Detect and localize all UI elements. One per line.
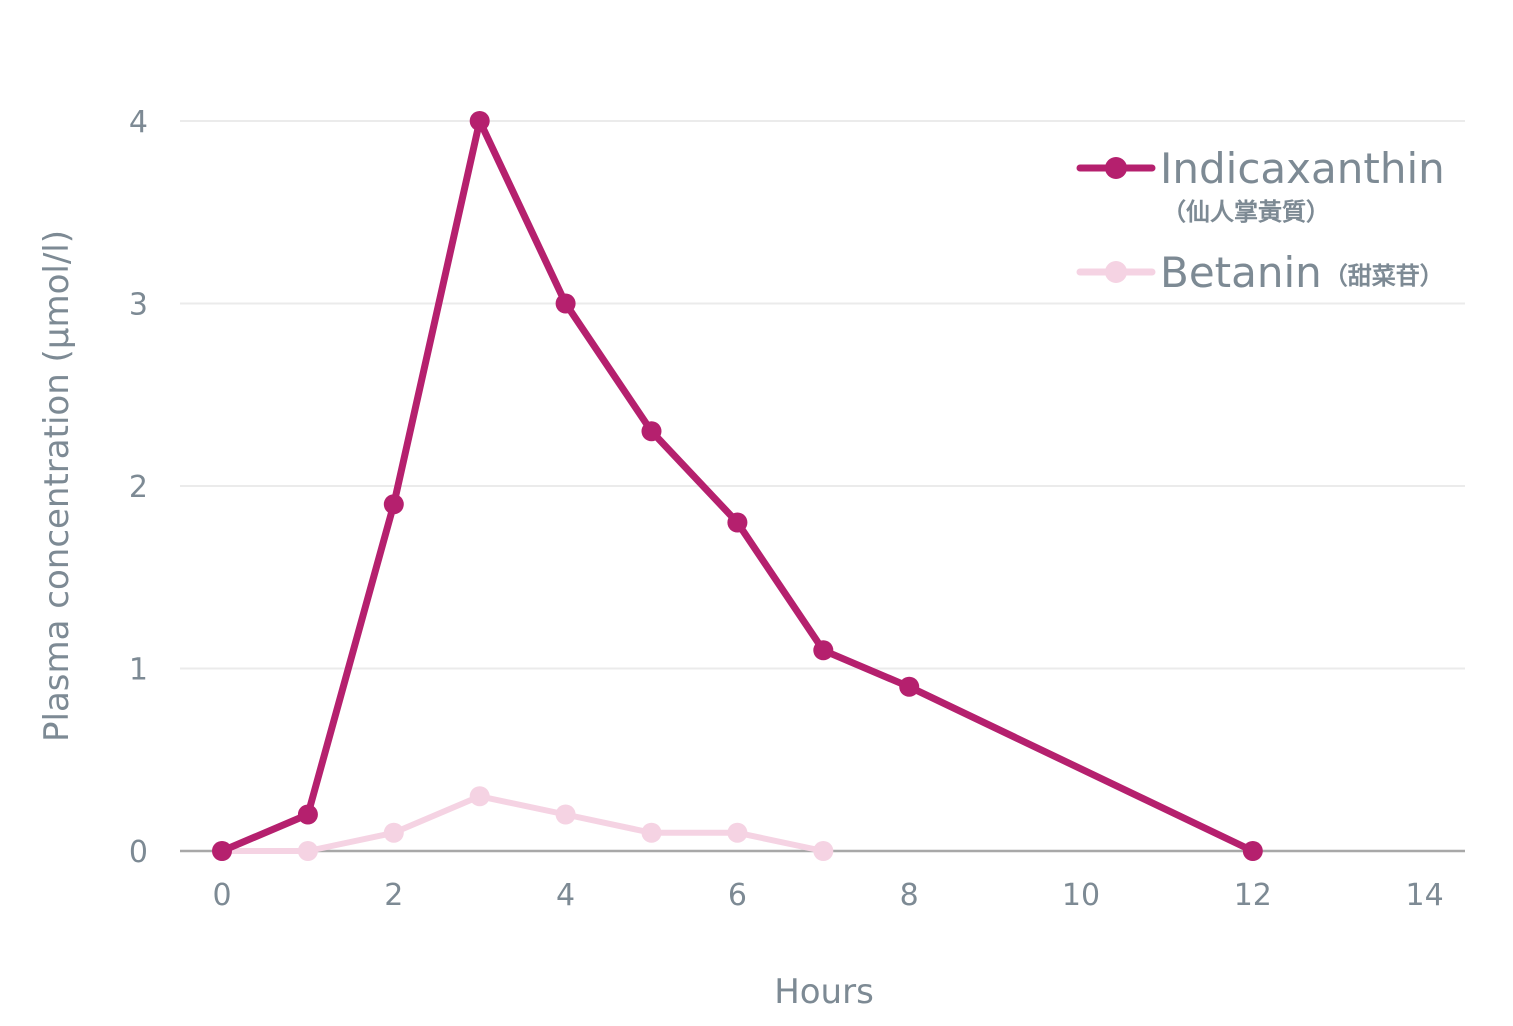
data-point-indicaxanthin-1 bbox=[297, 804, 318, 825]
y-tick-label-0: 0 bbox=[129, 835, 148, 870]
x-tick-label-12: 12 bbox=[1234, 878, 1272, 913]
legend-item-betanin: Betanin （甜菜苷） bbox=[1076, 248, 1444, 297]
x-tick-label-6: 6 bbox=[728, 878, 747, 913]
y-tick-label-3: 3 bbox=[129, 288, 148, 323]
data-point-betanin-3 bbox=[469, 786, 490, 807]
data-point-indicaxanthin-6 bbox=[727, 512, 748, 533]
data-point-indicaxanthin-4 bbox=[555, 293, 576, 314]
data-point-betanin-7 bbox=[813, 841, 834, 861]
data-point-indicaxanthin-8 bbox=[899, 676, 920, 697]
grid-lines bbox=[180, 120, 1465, 670]
y-tick-label-4: 4 bbox=[129, 105, 148, 140]
legend-swatch-marker bbox=[1105, 261, 1127, 283]
legend-label: Indicaxanthin bbox=[1160, 144, 1445, 193]
x-tick-label-14: 14 bbox=[1406, 878, 1444, 913]
data-point-indicaxanthin-5 bbox=[641, 421, 662, 442]
x-tick-label-0: 0 bbox=[212, 878, 231, 913]
series-line-indicaxanthin bbox=[218, 117, 1257, 855]
data-point-betanin-2 bbox=[383, 822, 404, 843]
data-point-indicaxanthin-7 bbox=[813, 640, 834, 661]
legend: Indicaxanthin （仙人掌黃質） Betanin （甜菜苷） bbox=[1076, 144, 1445, 297]
y-tick-label-2: 2 bbox=[129, 470, 148, 505]
data-point-betanin-6 bbox=[727, 822, 748, 843]
data-point-betanin-4 bbox=[555, 804, 576, 825]
data-point-indicaxanthin-3 bbox=[469, 111, 490, 131]
legend-label: Betanin bbox=[1160, 248, 1322, 297]
x-tick-label-2: 2 bbox=[384, 878, 403, 913]
series-indicaxanthin bbox=[212, 111, 1263, 861]
data-point-indicaxanthin-0 bbox=[212, 841, 232, 861]
data-point-indicaxanthin-12 bbox=[1242, 841, 1263, 861]
data-point-indicaxanthin-2 bbox=[383, 494, 404, 515]
data-point-betanin-5 bbox=[641, 822, 662, 843]
x-tick-label-4: 4 bbox=[556, 878, 575, 913]
series-line-betanin bbox=[219, 793, 827, 854]
series-group bbox=[212, 111, 1263, 861]
legend-sublabel: （仙人掌黃質） bbox=[1162, 197, 1330, 226]
series-betanin bbox=[212, 786, 834, 861]
legend-item-indicaxanthin: Indicaxanthin （仙人掌黃質） bbox=[1076, 144, 1445, 226]
x-axis-title: Hours bbox=[774, 972, 874, 1012]
legend-sublabel: （甜菜苷） bbox=[1324, 261, 1444, 290]
x-tick-label-8: 8 bbox=[900, 878, 919, 913]
y-tick-label-1: 1 bbox=[129, 653, 148, 688]
data-point-betanin-1 bbox=[297, 841, 318, 861]
legend-swatch-marker bbox=[1105, 157, 1127, 179]
y-axis-title: Plasma concentration (μmol/l) bbox=[37, 230, 77, 742]
x-tick-label-10: 10 bbox=[1062, 878, 1100, 913]
